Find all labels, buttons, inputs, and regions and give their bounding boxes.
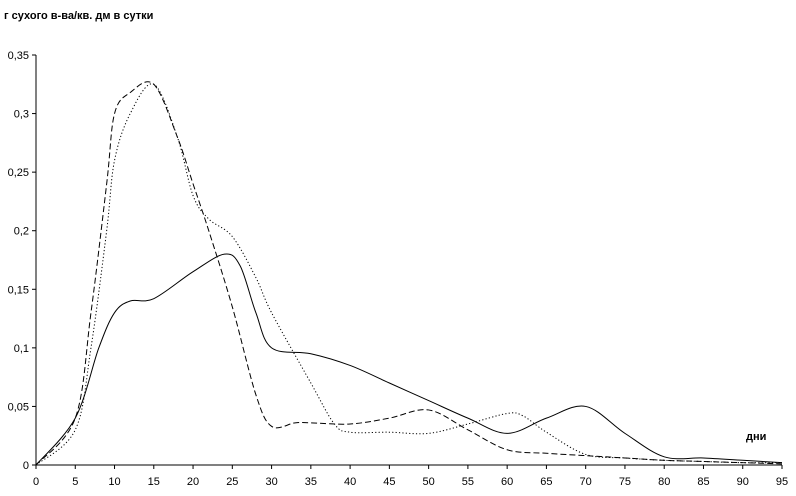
series-lines xyxy=(35,81,783,466)
y-ticks: 0 0,05 0,1 0,15 0,2 0,25 0,3 0,35 xyxy=(8,50,36,472)
x-tick-label: 45 xyxy=(383,476,395,488)
y-tick-label: 0,35 xyxy=(8,50,29,62)
x-tick-label: 95 xyxy=(776,476,788,488)
y-tick-label: 0,05 xyxy=(8,401,29,413)
x-tick-label: 65 xyxy=(540,476,552,488)
x-tick-label: 5 xyxy=(72,476,78,488)
x-tick-label: 80 xyxy=(658,476,670,488)
x-tick-label: 60 xyxy=(501,476,513,488)
x-ticks: 0 5 10 15 20 25 30 35 40 45 50 55 60 65 70 75 80 85 90 95 xyxy=(33,465,788,488)
x-tick-label: 55 xyxy=(462,476,474,488)
x-tick-label: 10 xyxy=(108,476,120,488)
y-tick-label: 0,1 xyxy=(14,343,29,355)
x-tick-label: 0 xyxy=(33,476,39,488)
x-tick-label: 50 xyxy=(423,476,435,488)
y-tick-label: 0,25 xyxy=(8,167,29,179)
y-axis-label: г сухого в-ва/кв. дм в сутки xyxy=(4,10,153,22)
x-tick-label: 30 xyxy=(265,476,277,488)
x-tick-label: 15 xyxy=(148,476,160,488)
y-tick-label: 0,2 xyxy=(14,226,29,238)
series-line-solid xyxy=(35,253,783,466)
x-tick-label: 90 xyxy=(737,476,749,488)
x-tick-label: 85 xyxy=(697,476,709,488)
x-tick-label: 70 xyxy=(580,476,592,488)
series-line-dotted xyxy=(35,83,783,466)
x-tick-label: 40 xyxy=(344,476,356,488)
series-line-dashed xyxy=(35,81,783,466)
x-tick-label: 25 xyxy=(226,476,238,488)
y-tick-label: 0,3 xyxy=(14,109,29,121)
y-tick-label: 0 xyxy=(23,460,29,472)
x-tick-label: 75 xyxy=(619,476,631,488)
x-tick-label: 35 xyxy=(305,476,317,488)
y-tick-label: 0,15 xyxy=(8,284,29,296)
x-tick-label: 20 xyxy=(187,476,199,488)
x-unit-annotation: дни xyxy=(746,431,766,443)
axes xyxy=(35,55,782,466)
